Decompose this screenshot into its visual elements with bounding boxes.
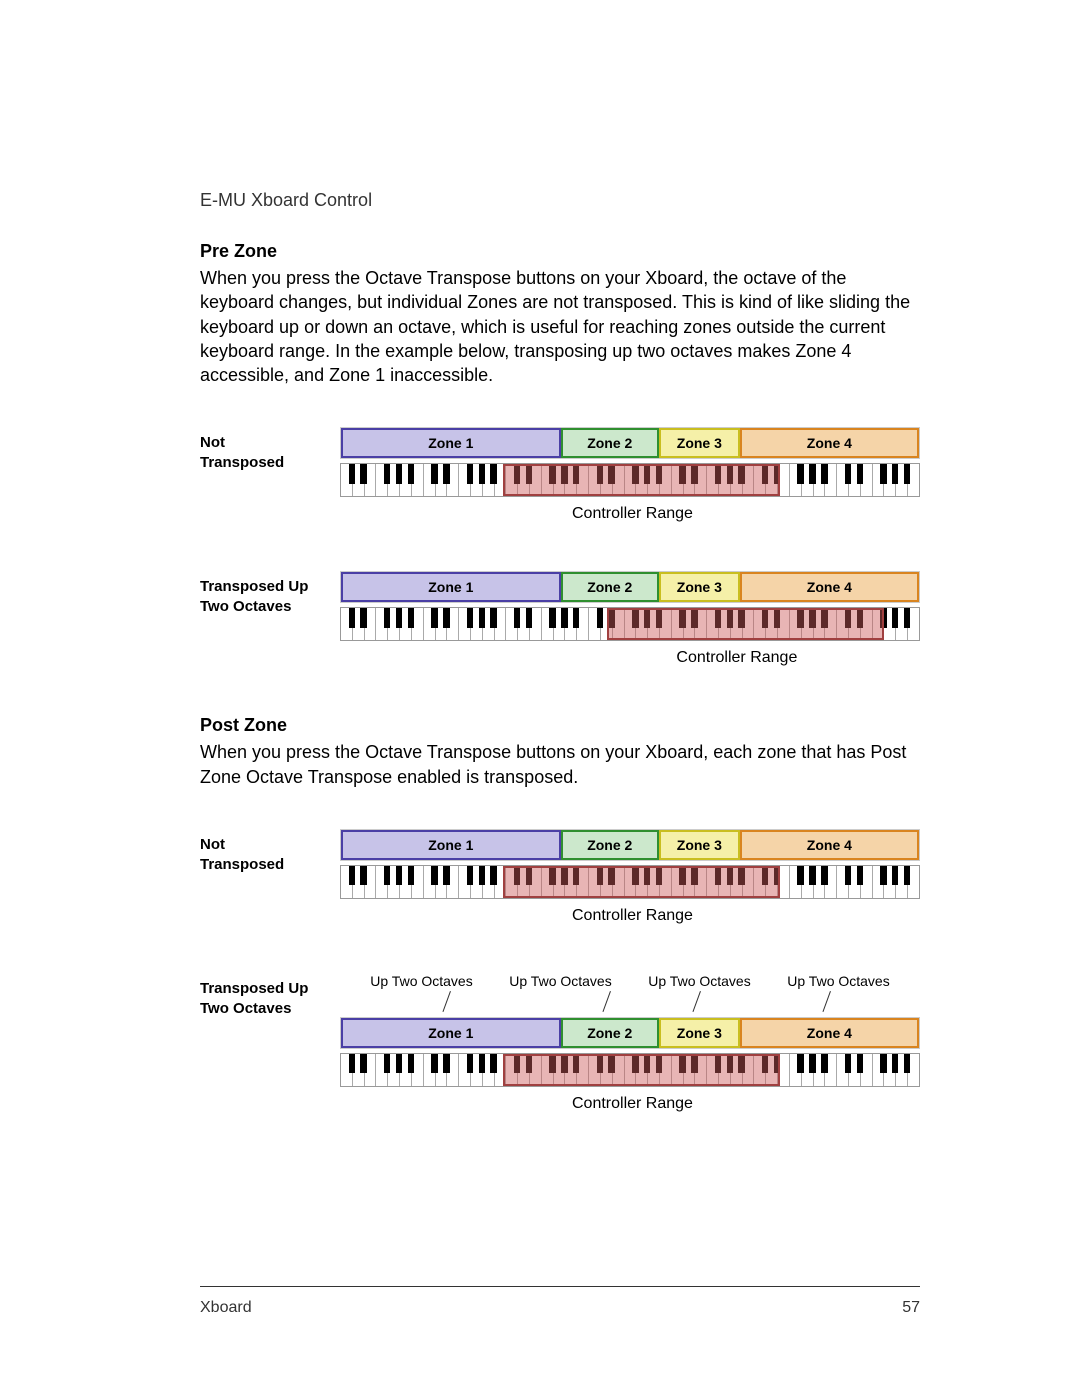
zone-box: Zone 1 [341, 830, 561, 860]
keyboard [340, 865, 920, 899]
pre-zone-title: Pre Zone [200, 241, 920, 262]
diagram-post-zone: NotTransposedZone 1Zone 2Zone 3Zone 4Con… [200, 829, 920, 1113]
zone-bar: Zone 1Zone 2Zone 3Zone 4 [340, 829, 920, 861]
page: E-MU Xboard Control Pre Zone When you pr… [0, 0, 1080, 1397]
zone-box: Zone 2 [561, 572, 659, 602]
row-label: Transposed UpTwo Octaves [200, 571, 340, 616]
row-label: NotTransposed [200, 829, 340, 874]
footer: Xboard 57 [200, 1299, 920, 1317]
keyboard [340, 1053, 920, 1087]
zone-box: Zone 4 [740, 1018, 919, 1048]
octave-label: Up Two Octaves [630, 973, 769, 989]
controller-range-label: Controller Range [340, 1095, 920, 1113]
diagram-row: NotTransposedZone 1Zone 2Zone 3Zone 4 Con… [200, 427, 920, 523]
zone-box: Zone 2 [561, 428, 659, 458]
zone-box: Zone 3 [659, 572, 740, 602]
octave-label: Up Two Octaves [491, 973, 630, 989]
controller-range-label: Controller Range [340, 907, 920, 925]
zone-box: Zone 1 [341, 428, 561, 458]
zone-box: Zone 4 [740, 830, 919, 860]
controller-range-overlay [607, 608, 884, 640]
zone-box: Zone 4 [740, 572, 919, 602]
diagram-pre-zone: NotTransposedZone 1Zone 2Zone 3Zone 4Con… [200, 427, 920, 667]
footer-rule [200, 1286, 920, 1287]
post-zone-title: Post Zone [200, 715, 920, 736]
controller-range-overlay [503, 464, 780, 496]
footer-page-number: 57 [902, 1299, 920, 1317]
header-title: E-MU Xboard Control [200, 190, 920, 211]
octave-label: Up Two Octaves [352, 973, 491, 989]
zone-box: Zone 2 [561, 830, 659, 860]
post-zone-text: When you press the Octave Transpose butt… [200, 740, 920, 789]
row-label: NotTransposed [200, 427, 340, 472]
keyboard [340, 463, 920, 497]
controller-range-overlay [503, 1054, 780, 1086]
row-label: Transposed UpTwo Octaves [200, 973, 340, 1018]
zone-box: Zone 2 [561, 1018, 659, 1048]
zone-bar: Zone 1Zone 2Zone 3Zone 4 [340, 427, 920, 459]
zone-box: Zone 3 [659, 830, 740, 860]
zone-box: Zone 3 [659, 1018, 740, 1048]
zone-box: Zone 1 [341, 1018, 561, 1048]
footer-left: Xboard [200, 1299, 252, 1317]
octave-label: Up Two Octaves [769, 973, 908, 989]
zone-bar: Zone 1Zone 2Zone 3Zone 4 [340, 571, 920, 603]
zone-box: Zone 1 [341, 572, 561, 602]
pre-zone-text: When you press the Octave Transpose butt… [200, 266, 920, 387]
controller-range-label: Controller Range [340, 649, 920, 667]
diagram-row: Transposed UpTwo OctavesZone 1Zone 2Zone… [200, 571, 920, 667]
diagram-row: NotTransposedZone 1Zone 2Zone 3Zone 4 Con… [200, 829, 920, 925]
keyboard [340, 607, 920, 641]
zone-box: Zone 3 [659, 428, 740, 458]
zone-bar: Zone 1Zone 2Zone 3Zone 4 [340, 1017, 920, 1049]
controller-range-overlay [503, 866, 780, 898]
controller-range-label: Controller Range [340, 505, 920, 523]
octave-labels: Up Two OctavesUp Two OctavesUp Two Octav… [340, 973, 920, 989]
pointer-row [340, 991, 920, 1017]
zone-box: Zone 4 [740, 428, 919, 458]
diagram-row: Transposed UpTwo OctavesUp Two OctavesUp… [200, 973, 920, 1113]
